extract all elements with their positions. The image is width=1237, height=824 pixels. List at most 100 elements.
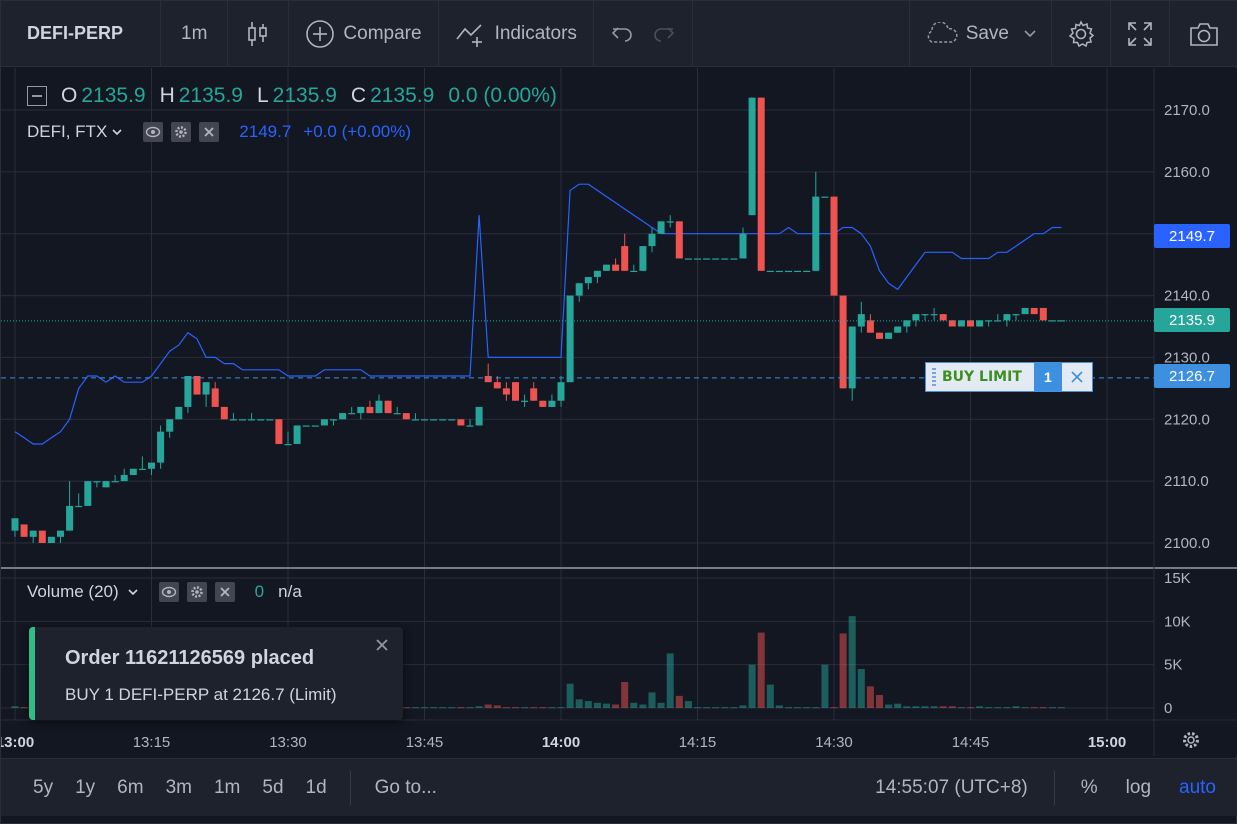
axis-settings-gear-icon[interactable] — [1183, 732, 1199, 748]
candle-body — [566, 295, 574, 383]
close-icon — [1070, 370, 1084, 384]
candle — [539, 400, 547, 407]
volume-tick-label: 0 — [1164, 700, 1172, 717]
settings-button[interactable] — [1052, 0, 1111, 67]
candle-body — [257, 419, 265, 421]
volume-bar — [712, 707, 720, 709]
low-label: L — [256, 84, 269, 107]
candle-body — [612, 264, 620, 271]
range-5d[interactable]: 5d — [262, 776, 284, 798]
order-type-label[interactable]: BUY LIMIT — [926, 363, 1034, 391]
gear-icon[interactable] — [186, 582, 207, 602]
candle-body — [239, 419, 246, 421]
redo-icon[interactable] — [652, 24, 676, 44]
gear-icon[interactable] — [171, 122, 192, 142]
candle-body — [885, 332, 893, 339]
candle-body — [430, 419, 438, 421]
candle — [1039, 307, 1047, 321]
candle-body — [75, 505, 83, 508]
candle — [648, 227, 656, 253]
range-1y[interactable]: 1y — [75, 776, 96, 798]
compare-series-name[interactable]: DEFI, FTX — [27, 122, 108, 141]
undo-icon[interactable] — [610, 24, 634, 44]
toast-close-button[interactable] — [375, 635, 389, 658]
auto-scale-toggle[interactable]: auto — [1179, 776, 1216, 798]
order-notification-toast: Order 11621126569 placed BUY 1 DEFI-PERP… — [29, 627, 403, 720]
range-3m[interactable]: 3m — [165, 776, 192, 798]
save-button[interactable]: Save — [908, 0, 1052, 67]
time-tick-label: 14:15 — [679, 734, 717, 751]
candle-body — [29, 530, 37, 537]
volume-bar — [794, 707, 802, 709]
candle — [384, 400, 392, 414]
candle-body — [675, 221, 683, 259]
candle-body — [830, 196, 838, 296]
candle-body — [948, 320, 956, 327]
candle — [748, 97, 756, 216]
volume-bar — [566, 683, 574, 708]
interval-button[interactable]: 1m — [161, 0, 229, 67]
log-scale-toggle[interactable]: log — [1125, 776, 1152, 798]
collapse-legend-button[interactable] — [27, 86, 47, 106]
candle — [57, 530, 64, 543]
eye-icon[interactable] — [143, 122, 164, 142]
candle — [129, 468, 137, 475]
candle-body — [229, 419, 237, 421]
chart-area[interactable]: 2170.02160.02150.02140.02130.02120.02110… — [1, 68, 1237, 756]
volume-bar — [484, 704, 492, 708]
candle — [657, 221, 665, 234]
volume-bar — [894, 703, 902, 708]
volume-bar — [785, 707, 792, 709]
candle — [821, 196, 829, 198]
candle — [75, 493, 83, 508]
open-label: O — [61, 84, 78, 107]
candle — [521, 394, 529, 407]
candle-body — [357, 406, 365, 414]
candle-body — [821, 196, 829, 198]
volume-bar — [1039, 707, 1047, 709]
order-type-text: BUY LIMIT — [942, 369, 1022, 385]
percent-scale-toggle[interactable]: % — [1080, 776, 1098, 798]
candle — [302, 425, 310, 427]
range-5y[interactable]: 5y — [33, 776, 54, 798]
drag-handle-icon[interactable] — [932, 368, 936, 386]
high-value: 2135.9 — [178, 84, 243, 107]
range-1m[interactable]: 1m — [213, 776, 241, 798]
cancel-order-button[interactable] — [1061, 363, 1092, 391]
high-label: H — [159, 84, 175, 107]
chevron-down-icon[interactable] — [127, 587, 139, 597]
range-6m[interactable]: 6m — [117, 776, 144, 798]
candle — [257, 419, 265, 421]
timezone-clock[interactable]: 14:55:07 (UTC+8) — [875, 776, 1028, 798]
symbol-search-button[interactable]: DEFI-PERP — [1, 0, 161, 67]
candle-body — [402, 413, 410, 420]
order-quantity[interactable]: 1 — [1033, 363, 1062, 391]
snapshot-button[interactable] — [1170, 1, 1237, 67]
candle — [730, 258, 738, 260]
buy-limit-order-line[interactable]: BUY LIMIT 1 — [925, 362, 1093, 392]
fullscreen-button[interactable] — [1111, 0, 1170, 67]
range-1d[interactable]: 1d — [305, 776, 327, 798]
chevron-down-icon[interactable] — [111, 127, 123, 137]
candle-body — [266, 419, 274, 421]
candle — [876, 332, 883, 339]
close-icon[interactable] — [214, 582, 235, 602]
candle — [684, 258, 692, 260]
volume-indicator-name[interactable]: Volume (20) — [27, 582, 119, 601]
volume-bar — [957, 707, 965, 709]
close-icon[interactable] — [199, 122, 220, 142]
candle-body — [930, 314, 938, 316]
chart-type-button[interactable] — [228, 0, 290, 67]
candle-body — [848, 326, 856, 389]
indicators-button[interactable]: Indicators — [439, 0, 594, 67]
candle-body — [311, 425, 319, 427]
compare-button[interactable]: Compare — [289, 0, 439, 67]
candle-body — [1058, 320, 1065, 322]
eye-icon[interactable] — [158, 582, 179, 602]
price-chart[interactable]: 2170.02160.02150.02140.02130.02120.02110… — [1, 68, 1237, 756]
volume-bar — [457, 707, 465, 709]
goto-date-button[interactable]: Go to... — [374, 776, 437, 798]
candle-body — [876, 332, 883, 339]
volume-bar — [912, 706, 920, 708]
candle-body — [66, 505, 74, 531]
